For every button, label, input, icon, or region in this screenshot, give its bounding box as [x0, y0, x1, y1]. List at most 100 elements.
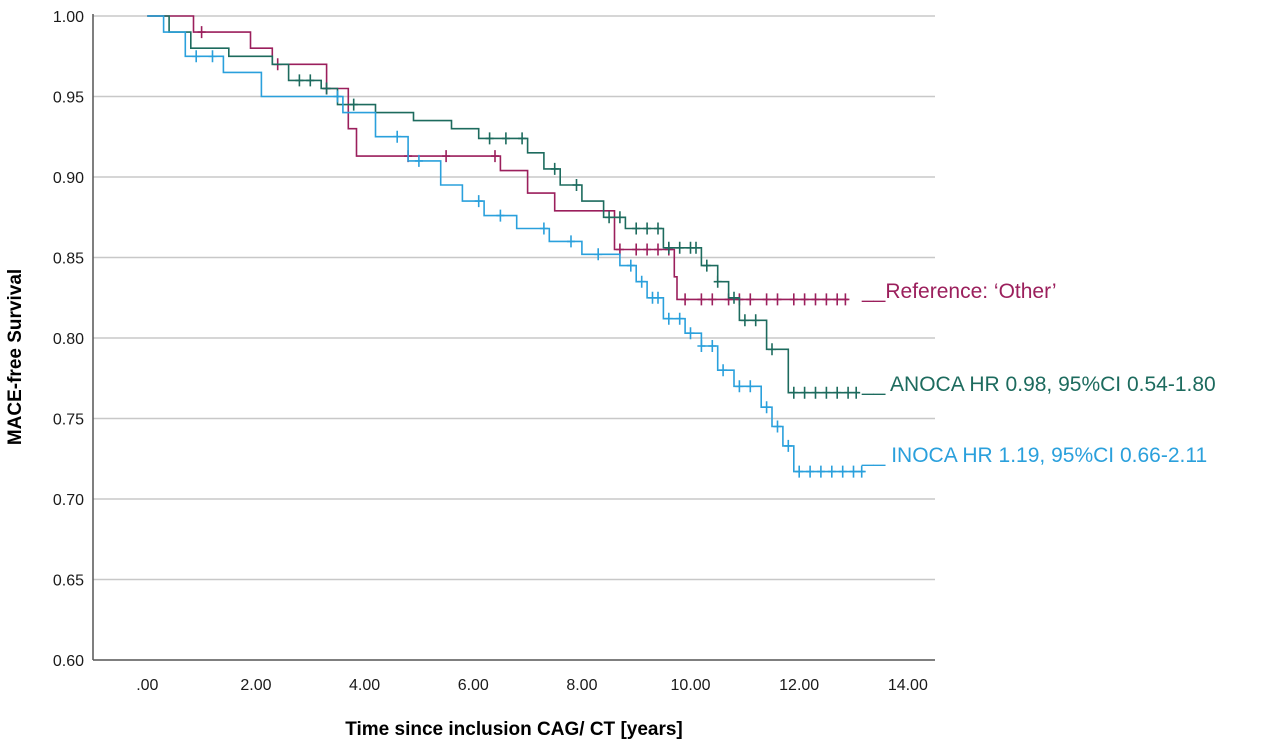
censor-mark: [654, 222, 662, 235]
y-tick-label: 0.60: [53, 653, 84, 670]
y-tick-label: 1.00: [53, 9, 84, 26]
censor-mark: [697, 293, 706, 306]
censor-mark: [615, 211, 624, 224]
x-tick-label: .00: [136, 677, 158, 694]
censor-mark: [800, 293, 809, 306]
censor-mark: [719, 364, 728, 377]
censor-mark: [322, 82, 331, 95]
survival-curve: [147, 15, 859, 394]
y-tick-label: 0.85: [53, 251, 84, 268]
x-tick-label: 6.00: [458, 677, 489, 694]
censor-mark: [746, 380, 755, 393]
censor-mark: [697, 340, 706, 352]
censor-mark: [849, 465, 858, 478]
censor-mark: [735, 380, 744, 393]
censor-mark: [686, 327, 695, 340]
censor-mark: [816, 465, 825, 478]
censor-mark: [306, 74, 315, 87]
censor-mark: [626, 259, 635, 272]
axes: [92, 14, 935, 661]
censor-mark: [713, 275, 722, 288]
y-tick-label: 0.90: [53, 170, 84, 187]
x-tick-label: 10.00: [671, 677, 711, 694]
censor-mark: [632, 222, 641, 235]
censor-mark: [349, 98, 358, 111]
y-tick-label: 0.95: [53, 90, 84, 107]
censor-mark: [692, 241, 700, 254]
legend-label: __ ANOCA HR 0.98, 95%CI 0.54-1.80: [861, 373, 1216, 396]
censor-mark: [197, 26, 206, 39]
legend: __Reference: ‘Other’ __ ANOCA HR 0.98, 95…: [861, 280, 1216, 467]
censor-mark: [643, 222, 652, 235]
censor-mark: [730, 291, 738, 304]
censor-mark: [784, 439, 793, 452]
censor-mark: [827, 465, 836, 478]
censor-mark: [833, 293, 842, 306]
censor-mark: [518, 132, 527, 145]
x-tick-label: 14.00: [888, 677, 928, 694]
legend-label: __ INOCA HR 1.19, 95%CI 0.66-2.11: [861, 444, 1207, 467]
censor-mark: [501, 132, 510, 145]
legend-label: __Reference: ‘Other’: [861, 280, 1057, 303]
survival-curve: [147, 15, 849, 301]
censor-mark: [773, 420, 782, 433]
censor-mark: [605, 211, 614, 224]
censor-mark: [637, 275, 646, 288]
censor-mark: [675, 241, 684, 254]
censor-mark: [800, 386, 809, 399]
y-axis-title: MACE-free Survival: [5, 269, 26, 445]
censor-mark: [491, 150, 499, 163]
series-2: [147, 15, 861, 399]
x-tick-label: 8.00: [566, 677, 597, 694]
censor-mark: [833, 386, 842, 399]
censor-mark: [789, 293, 798, 306]
censor-mark: [572, 179, 581, 191]
censor-mark: [822, 386, 831, 399]
censor-mark: [822, 293, 831, 306]
censor-mark: [414, 154, 423, 167]
x-axis-title: Time since inclusion CAG/ CT [years]: [345, 719, 683, 740]
censor-mark: [208, 50, 217, 63]
censor-mark: [841, 293, 850, 306]
censor-mark: [333, 90, 342, 103]
censor-mark: [643, 243, 652, 256]
censor-mark: [550, 162, 559, 175]
x-tick-label: 4.00: [349, 677, 380, 694]
censor-mark: [474, 195, 483, 208]
censor-mark: [740, 314, 749, 327]
censor-mark: [539, 222, 548, 235]
censor-mark: [664, 312, 673, 325]
censor-mark: [675, 312, 684, 325]
x-tick-label: 12.00: [779, 677, 819, 694]
y-tick-label: 0.70: [53, 492, 84, 509]
censor-mark: [811, 293, 820, 306]
censor-mark: [442, 150, 451, 163]
censor-mark: [295, 74, 304, 87]
censor-mark: [664, 241, 673, 254]
censor-mark: [768, 343, 776, 356]
censor-mark: [852, 386, 861, 399]
censor-mark: [857, 465, 866, 478]
censor-mark: [806, 465, 815, 478]
censor-mark: [708, 340, 717, 352]
censor-mark: [567, 235, 575, 248]
censor-mark: [751, 314, 760, 327]
y-tick-labels: 0.60 0.65 0.70 0.75 0.80 0.85 0.90 0.95 1.00: [53, 9, 84, 670]
censor-mark: [789, 386, 798, 399]
x-tick-label: 2.00: [240, 677, 271, 694]
censor-mark: [762, 401, 771, 414]
x-tick-labels: .00 2.00 4.00 6.00 8.00 10.00 12.00 14.00: [136, 677, 928, 694]
censor-mark: [654, 243, 662, 256]
y-tick-label: 0.75: [53, 412, 84, 429]
censor-mark: [594, 248, 603, 261]
censor-mark: [773, 293, 782, 306]
censor-mark: [632, 243, 641, 256]
y-tick-label: 0.65: [53, 573, 84, 590]
censor-mark: [681, 293, 690, 306]
series-3: [147, 15, 866, 478]
censor-mark: [654, 291, 662, 304]
y-tick-label: 0.80: [53, 331, 84, 348]
censor-mark: [838, 465, 847, 478]
